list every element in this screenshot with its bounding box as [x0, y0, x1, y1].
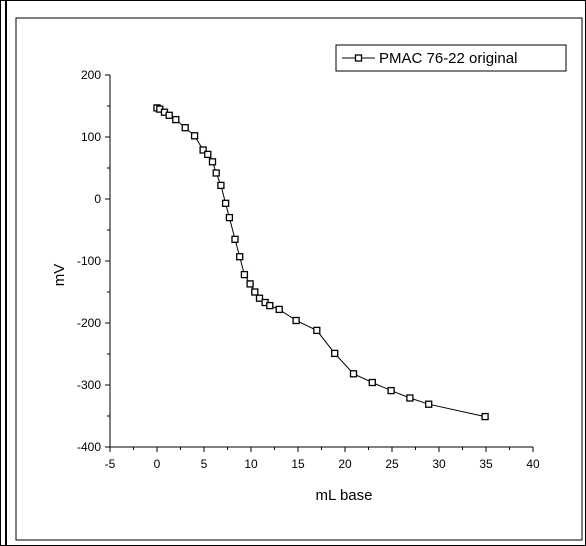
data-point [165, 111, 173, 119]
y-tick-label: 200 [81, 68, 101, 82]
x-tick-label: 5 [201, 457, 208, 471]
legend-marker [354, 54, 363, 62]
data-point [331, 349, 339, 358]
series-layer [153, 104, 489, 421]
data-point [246, 280, 254, 288]
inner-frame [15, 17, 583, 541]
data-point [190, 132, 199, 140]
x-tick-label: 35 [479, 457, 493, 471]
data-point [208, 158, 217, 166]
data-point [292, 316, 300, 325]
data-point [240, 270, 249, 279]
data-point [255, 294, 264, 302]
y-tick-label: 0 [94, 192, 101, 206]
y-tick-label: 100 [81, 130, 101, 144]
data-point [266, 301, 274, 310]
y-tick-label: -300 [77, 378, 101, 392]
x-tick-label: 15 [291, 457, 305, 471]
data-point [181, 124, 189, 132]
data-point [199, 146, 207, 154]
data-point [236, 253, 244, 261]
x-tick-label: 30 [432, 457, 446, 471]
data-point [368, 378, 376, 387]
data-point [387, 386, 395, 395]
x-axis-title: mL base [316, 487, 373, 504]
y-axis-title: mV [51, 264, 68, 287]
data-point [221, 199, 230, 207]
data-point [231, 235, 239, 243]
data-point [217, 181, 225, 190]
data-point [481, 412, 489, 421]
axes: -5 0 5 10 15 20 25 30 35 40 -400 -300 -200 -100 0 100 20… [77, 68, 540, 471]
data-point [313, 326, 321, 335]
x-tick-label: 20 [338, 457, 352, 471]
x-tick-label: -5 [105, 457, 116, 471]
data-point [212, 169, 220, 177]
legend: PMAC 76-22 original [335, 44, 567, 72]
data-point [172, 115, 180, 124]
x-tick-label: 25 [385, 457, 399, 471]
data-point [406, 394, 414, 402]
y-tick-label: -400 [77, 440, 101, 454]
data-point [225, 213, 234, 222]
y-tick-label: -200 [77, 316, 101, 330]
data-point [275, 305, 283, 314]
x-tick-label: 10 [244, 457, 258, 471]
data-point [204, 150, 212, 159]
data-point [251, 288, 259, 296]
y-tick-label: -100 [77, 254, 101, 268]
legend-label: PMAC 76-22 original [379, 50, 517, 67]
data-point [425, 400, 433, 408]
data-point [349, 370, 358, 378]
x-tick-label: 0 [154, 457, 161, 471]
x-tick-label: 40 [526, 457, 540, 471]
